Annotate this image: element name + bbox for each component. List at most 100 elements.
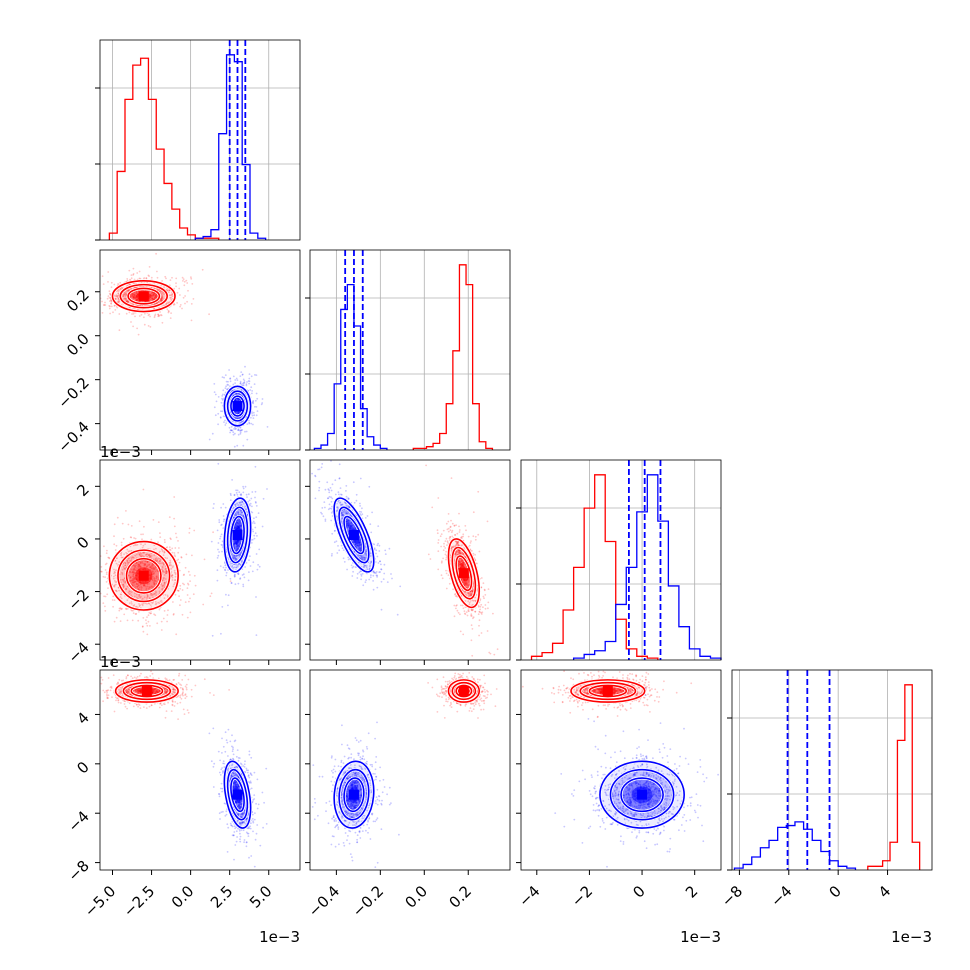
sample-point	[144, 560, 147, 563]
sample-point	[237, 412, 240, 414]
sample-point	[128, 602, 131, 605]
sample-point	[133, 295, 136, 297]
sample-point	[186, 587, 189, 589]
sample-point	[130, 568, 133, 571]
sample-point	[143, 563, 146, 566]
sample-point	[230, 562, 232, 565]
sample-point	[456, 542, 458, 545]
sample-point	[234, 573, 236, 576]
sample-point	[168, 289, 171, 292]
sample-point	[464, 581, 466, 584]
sample-point	[154, 567, 157, 570]
sample-point	[165, 569, 167, 572]
contour-line	[230, 515, 245, 555]
sample-point	[182, 582, 184, 585]
sample-point	[172, 585, 175, 588]
sample-point	[251, 390, 254, 392]
sample-point	[159, 536, 162, 538]
sample-point	[176, 291, 179, 294]
sample-point	[152, 565, 154, 567]
sample-point	[236, 398, 239, 401]
sample-point	[120, 554, 122, 557]
sample-point	[461, 579, 463, 581]
sample-point	[222, 415, 225, 418]
sample-point	[221, 523, 223, 526]
sample-point	[213, 383, 216, 385]
sample-point	[144, 289, 147, 292]
sample-point	[132, 296, 135, 299]
sample-point	[235, 555, 237, 558]
sample-point	[237, 504, 240, 506]
sample-point	[252, 402, 255, 405]
sample-point	[160, 314, 163, 317]
sample-point	[135, 605, 138, 608]
sample-point	[140, 553, 143, 555]
sample-point	[217, 396, 220, 398]
sample-point	[241, 560, 243, 563]
sample-point	[132, 295, 135, 298]
density-peak	[232, 401, 243, 412]
sample-point	[118, 589, 120, 592]
sample-point	[155, 252, 158, 255]
sample-point	[95, 589, 97, 591]
sample-point	[254, 532, 257, 535]
sample-point	[150, 567, 153, 570]
sample-point	[235, 397, 238, 400]
sample-point	[148, 564, 150, 566]
sample-point	[233, 547, 236, 550]
sample-point	[255, 505, 258, 507]
sample-point	[154, 566, 157, 569]
sample-point	[458, 565, 460, 567]
sample-point	[173, 552, 176, 554]
sample-point	[254, 490, 257, 493]
sample-point	[130, 558, 133, 560]
sample-point	[152, 585, 154, 588]
sample-point	[223, 421, 225, 423]
sample-point	[151, 578, 154, 581]
sample-point	[161, 549, 164, 551]
sample-point	[131, 295, 134, 298]
sample-point	[127, 550, 130, 553]
sample-point	[247, 493, 250, 496]
sample-point	[113, 283, 116, 286]
sample-point	[132, 297, 135, 300]
sample-point	[234, 417, 237, 419]
sample-point	[134, 565, 137, 567]
sample-point	[464, 581, 467, 584]
sample-point	[146, 564, 149, 567]
sample-point	[161, 566, 164, 569]
sample-point	[106, 593, 109, 596]
sample-point	[189, 580, 192, 582]
sample-point	[146, 560, 149, 563]
sample-point	[103, 304, 106, 306]
sample-point	[149, 555, 152, 558]
sample-point	[169, 294, 172, 296]
sample-point	[148, 611, 151, 614]
sample-point	[427, 553, 430, 556]
sample-point	[153, 568, 156, 571]
sample-point	[114, 295, 117, 298]
sample-point	[239, 525, 241, 527]
sample-point	[248, 382, 251, 385]
sample-point	[221, 395, 224, 397]
sample-point	[234, 379, 237, 381]
sample-point	[181, 276, 184, 279]
sample-point	[154, 296, 157, 299]
sample-point	[130, 594, 133, 597]
sample-point	[160, 300, 163, 302]
sample-point	[130, 559, 133, 562]
sample-point	[159, 559, 161, 562]
sample-point	[130, 274, 133, 276]
sample-point	[246, 438, 249, 441]
sample-point	[129, 570, 132, 573]
sample-point	[146, 561, 149, 563]
sample-point	[153, 566, 155, 569]
sample-point	[457, 562, 460, 565]
sample-point	[168, 301, 171, 303]
sample-point	[179, 599, 182, 601]
sample-point	[462, 553, 465, 556]
sample-point	[436, 532, 439, 535]
sample-point	[455, 541, 458, 543]
sample-point	[246, 446, 248, 448]
sample-point	[161, 569, 164, 572]
